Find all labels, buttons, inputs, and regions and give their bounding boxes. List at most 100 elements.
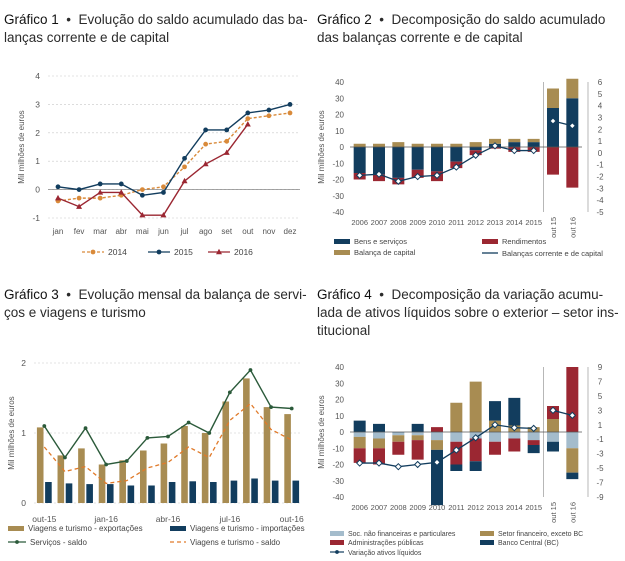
x-tick-label: jul-16 xyxy=(218,514,240,524)
x-tick-label: 2015 xyxy=(525,218,542,227)
x-tick-label: 2012 xyxy=(467,218,484,227)
bar-imports xyxy=(127,485,135,503)
bar-imports xyxy=(230,480,238,503)
data-point xyxy=(549,406,557,415)
bar-segment xyxy=(411,147,424,170)
y2-tick-label: -5 xyxy=(596,464,604,473)
bar-imports xyxy=(271,480,279,503)
bar-exports xyxy=(243,378,250,503)
data-point xyxy=(433,458,441,467)
bar-exports xyxy=(201,433,209,503)
bar-exports xyxy=(160,443,168,503)
y-tick-label: 0 xyxy=(340,428,345,437)
bar-segment xyxy=(527,432,540,441)
data-point-2016 xyxy=(139,211,146,218)
y-tick-label: 10 xyxy=(335,127,344,136)
data-point-2015 xyxy=(118,181,124,187)
bar-imports xyxy=(106,484,114,503)
y-tick-label: 20 xyxy=(335,111,344,120)
bar-segment xyxy=(373,143,385,147)
legend-label: Banco Central (BC) xyxy=(498,540,559,547)
series-line-2014 xyxy=(57,112,291,202)
y2-tick-label: 3 xyxy=(598,406,603,415)
y2-tick-label: 7 xyxy=(598,377,603,386)
bar-segment xyxy=(508,138,521,143)
bar-imports xyxy=(292,480,300,503)
x-tick-label: 2011 xyxy=(448,218,464,227)
bar-segment xyxy=(489,401,501,421)
data-point xyxy=(529,146,538,155)
data-point xyxy=(510,423,519,432)
bar-segment xyxy=(527,440,540,445)
data-point xyxy=(568,411,577,420)
data-point-2016 xyxy=(97,189,104,195)
y-tick-label: 1 xyxy=(35,156,40,166)
bar-segment xyxy=(508,432,521,439)
bar-segment xyxy=(411,143,424,147)
y2-tick-label: 6 xyxy=(598,78,603,87)
legend-label: Serviços - saldo xyxy=(30,538,87,547)
x-tick-label: out 15 xyxy=(549,217,558,238)
x-tick-label: abr-16 xyxy=(156,514,181,524)
legend-label: 2014 xyxy=(108,247,127,257)
y-axis-label: Mil milhões de euros xyxy=(317,110,326,183)
legend-swatch xyxy=(330,531,344,536)
chart-4-title: Gráfico 4 • Decomposição da variação acu… xyxy=(317,287,619,338)
bar-segment xyxy=(373,448,385,465)
bar-segment xyxy=(469,147,482,151)
bar-exports xyxy=(57,455,65,503)
data-point xyxy=(549,117,557,125)
bar-segment xyxy=(450,432,463,442)
bar-segment xyxy=(450,464,463,471)
bar-segment xyxy=(469,142,482,147)
bar-segment xyxy=(431,432,443,441)
data-point-services xyxy=(248,368,253,372)
data-point xyxy=(471,434,480,442)
y-tick-label: -10 xyxy=(332,159,344,168)
data-point-2015 xyxy=(266,107,272,113)
chart-3-title: Gráfico 3 • Evolução mensal da balança d… xyxy=(4,287,307,320)
x-tick-label: jan-16 xyxy=(93,514,118,524)
data-point-services xyxy=(289,406,294,411)
x-tick-label: abr xyxy=(115,227,127,236)
data-point xyxy=(452,446,461,454)
data-point xyxy=(375,170,383,178)
data-point-2015 xyxy=(161,190,166,195)
y2-tick-label: -3 xyxy=(596,184,604,193)
legend-label: Viagens e turismo - exportações xyxy=(28,524,143,533)
legend-marker xyxy=(335,550,339,554)
y2-tick-label: 4 xyxy=(598,102,603,111)
data-point-2016 xyxy=(118,189,125,195)
data-point xyxy=(394,462,403,471)
x-tick-label: 2013 xyxy=(487,218,504,227)
data-point-2014 xyxy=(287,110,293,116)
data-point xyxy=(510,146,519,155)
bar-segment xyxy=(431,427,443,432)
legend-label: Viagens e turismo - importações xyxy=(190,524,305,533)
bar-segment xyxy=(547,441,559,452)
bar-segment xyxy=(489,441,501,455)
x-tick-label: fev xyxy=(74,227,85,236)
x-tick-label: 2012 xyxy=(467,503,484,512)
x-tick-label: 2010 xyxy=(429,218,446,227)
bar-imports xyxy=(86,484,93,503)
y-tick-label: -20 xyxy=(332,461,344,470)
bar-segment xyxy=(411,432,424,436)
data-point xyxy=(413,460,422,469)
bar-segment xyxy=(392,435,405,442)
x-tick-label: out 16 xyxy=(568,502,577,523)
legend-label: Balanças corrente e de capital xyxy=(502,249,603,258)
x-tick-label: mai xyxy=(136,227,149,236)
bar-segment xyxy=(411,435,424,441)
x-tick-label: 2009 xyxy=(409,503,426,512)
bar-imports xyxy=(251,478,258,503)
legend-label: Variação ativos líquidos xyxy=(348,550,422,557)
data-point-2016 xyxy=(76,203,83,209)
bar-segment xyxy=(566,367,579,432)
data-point xyxy=(355,171,364,180)
bar-segment xyxy=(527,445,540,454)
legend-swatch xyxy=(8,526,24,531)
series-line xyxy=(359,145,534,182)
y2-tick-label: 1 xyxy=(598,421,603,430)
legend-label: Rendimentos xyxy=(502,237,546,246)
